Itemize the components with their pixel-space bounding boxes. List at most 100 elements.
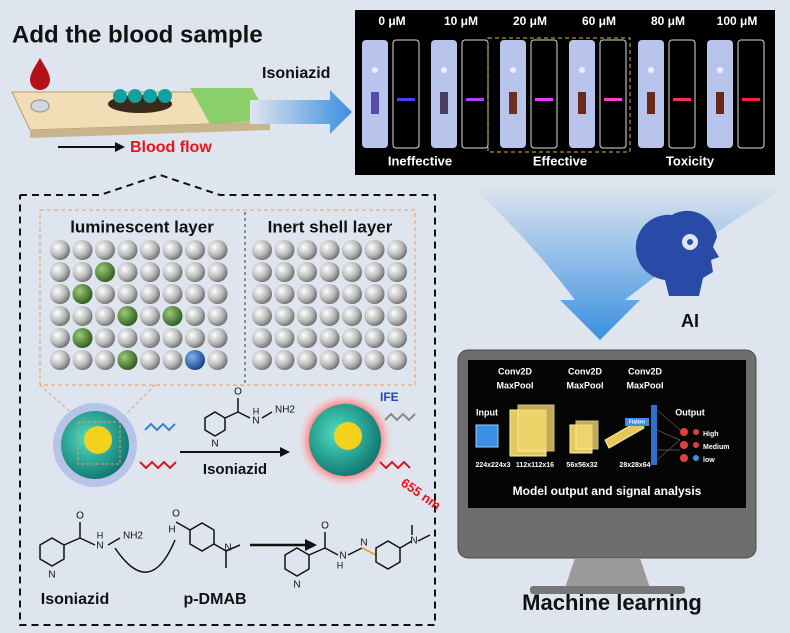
strip-hole [372,67,378,73]
lattice-ion [185,306,205,326]
flow-arrowhead [115,142,125,152]
strip-window [440,92,448,114]
atom: H [97,530,104,540]
shell-ion [387,240,407,260]
shell-ion [252,306,272,326]
lattice-ion [162,328,183,348]
concentration-label: 100 μM [717,14,758,28]
reagent-label: Isoniazid [262,65,330,82]
atom: NH2 [275,405,295,416]
monitor-stand [565,558,650,588]
strip-window [578,92,586,114]
shell-ion [364,240,385,260]
strip-emission [461,39,489,149]
reaction-structures [39,521,431,577]
shell-ion [387,350,407,370]
cnn-diagram [475,404,699,465]
lattice-ion [95,306,115,326]
lattice-ion [50,328,70,348]
atom: O [172,509,180,520]
shell-ion [297,328,317,348]
atom: N [293,580,300,591]
lattice-ion [72,284,93,304]
blood-drop [30,58,50,90]
shell-ion [274,240,295,260]
emission-line [397,98,415,101]
group-label: Ineffective [388,153,452,168]
strip-hole [441,67,447,73]
atom: H [253,406,260,416]
reactant-label: Isoniazid [41,591,109,608]
conv-label: Conv2D [498,366,533,376]
atom: O [76,511,84,522]
atom: N [96,541,103,552]
shell-ion [342,284,362,304]
shell-ion [319,350,340,370]
shell-ion [274,328,295,348]
lattice-ion [162,306,183,326]
shell-ion [364,262,385,282]
pool-label: MaxPool [496,380,533,390]
atom: H [168,525,175,536]
emission-line [535,98,553,101]
class-label: High [703,431,719,438]
size-label: 56x56x32 [566,462,597,469]
lattice-ion [95,350,115,370]
shell-ion [252,328,272,348]
atom: N [410,536,417,547]
conv-label: Conv2D [568,366,603,376]
lattice-ion [162,284,183,304]
shell-ion [319,240,340,260]
effective-box [487,37,631,153]
lattice-ion [117,350,138,370]
nanoparticle [53,403,177,487]
arrow [250,90,352,134]
strip-emission [599,39,627,149]
lattice-ion [140,262,160,282]
strip-hole [510,67,516,73]
group-label: Effective [533,153,587,168]
reagent-label: p-DMAB [183,591,246,608]
layer-label: luminescent layer [70,217,214,236]
ife-label: IFE [380,390,399,404]
atom: N [224,543,231,554]
strip-emission [737,39,765,149]
shell-ion [274,306,295,326]
shell-ion [297,240,317,260]
shell-ion [342,350,362,370]
lattice-ion [162,350,183,370]
shell-ion [274,284,295,304]
lattice-ion [95,328,115,348]
shell-ion [342,262,362,282]
lattice-ion [95,284,115,304]
strip-hole [579,67,585,73]
shell-ion [297,306,317,326]
emission-line [673,98,691,101]
shell-ion [387,306,407,326]
lattice [50,240,407,370]
strip-window [647,92,655,114]
title: Add the blood sample [12,21,263,48]
shell-ion [252,284,272,304]
emission-line [466,98,484,101]
lattice-ion [50,306,70,326]
monitor-base [530,586,685,594]
emission-label: 655 nm [398,475,443,513]
lattice-ion [207,284,228,304]
lattice-ion [140,328,160,348]
lattice-ion [140,306,160,326]
emission-line [742,98,760,101]
lattice-ion [72,240,93,260]
shell-ion [297,284,317,304]
shell-ion [319,262,340,282]
lattice-ion [185,284,205,304]
flow-label: Blood flow [130,139,212,156]
shell-ion [319,284,340,304]
lattice-ion [95,240,115,260]
size-label: 112x112x16 [516,462,554,469]
lattice-ion [117,262,138,282]
group-label: Toxicity [666,153,715,168]
detail-box [19,173,436,626]
shell-ion [274,350,295,370]
